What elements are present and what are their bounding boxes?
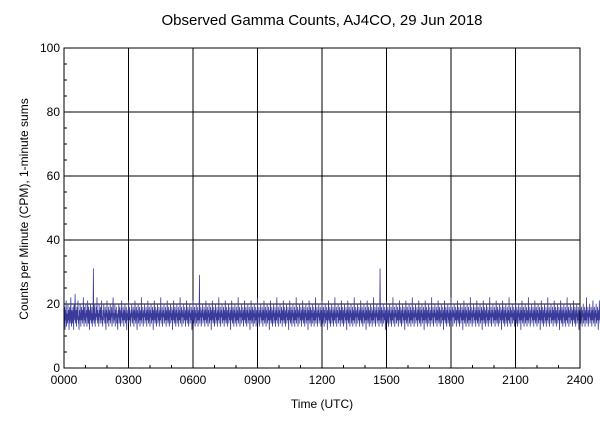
x-tick-label: 1500 bbox=[373, 373, 400, 387]
x-tick-label: 1200 bbox=[309, 373, 336, 387]
y-tick-label: 0 bbox=[53, 361, 60, 375]
y-axis-label: Counts per Minute (CPM), 1-minute sums bbox=[17, 98, 31, 319]
x-tick-label: 0300 bbox=[115, 373, 142, 387]
x-tick-label: 0000 bbox=[51, 373, 78, 387]
x-tick-label: 2100 bbox=[502, 373, 529, 387]
y-tick-label: 80 bbox=[47, 105, 61, 119]
y-tick-label: 20 bbox=[47, 297, 61, 311]
x-tick-labels: 0000 0300 0600 0900 1200 1500 1800 2100 2400 bbox=[51, 373, 594, 387]
y-tick-label: 40 bbox=[47, 233, 61, 247]
y-tick-label: 60 bbox=[47, 169, 61, 183]
chart-title: Observed Gamma Counts, AJ4CO, 29 Jun 201… bbox=[162, 12, 483, 29]
plot-frame bbox=[63, 47, 581, 369]
series-layer bbox=[63, 268, 600, 331]
x-tick-label: 2400 bbox=[567, 373, 594, 387]
y-tick-label: 100 bbox=[40, 41, 60, 55]
x-tick-label: 1800 bbox=[438, 373, 465, 387]
x-axis-label: Time (UTC) bbox=[291, 397, 353, 411]
x-tick-label: 0900 bbox=[244, 373, 271, 387]
y-tick-labels: 0 20 40 60 80 100 bbox=[40, 41, 60, 375]
x-tick-label: 0600 bbox=[180, 373, 207, 387]
series-line bbox=[63, 268, 600, 331]
